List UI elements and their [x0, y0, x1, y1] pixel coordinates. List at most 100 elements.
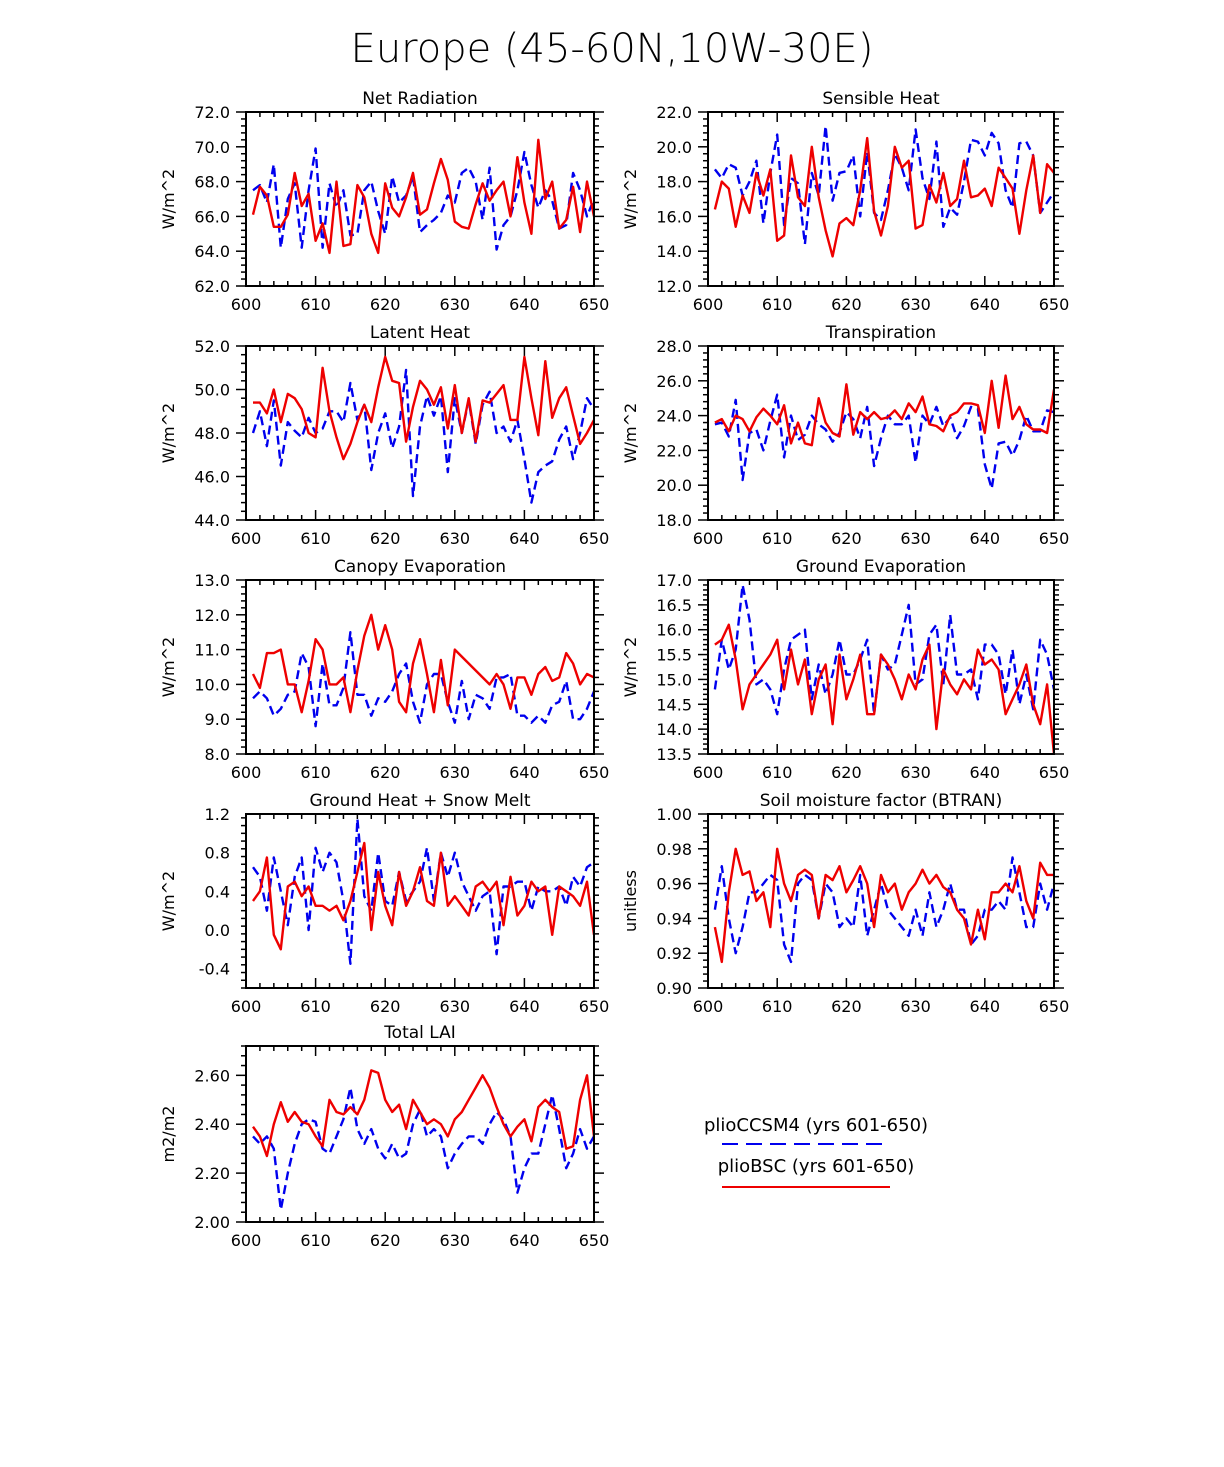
panel-ground-evaporation: Ground Evaporation W/m^2 600 610 620 630 640 65… — [621, 557, 1069, 782]
y-tick-label: 0.4 — [205, 882, 230, 901]
y-tick-label: 2.00 — [194, 1213, 230, 1232]
y-tick-label: 14.0 — [656, 720, 692, 739]
y-tick-label: 26.0 — [656, 372, 692, 391]
y-tick-label: 16.0 — [656, 207, 692, 226]
series-line-pliobsc-canopy-evaporation — [251, 613, 594, 714]
y-tick-label: 18.0 — [656, 511, 692, 530]
y-axis-title-sensible-heat: W/m^2 — [621, 169, 640, 229]
x-tick-label: 620 — [831, 295, 862, 314]
x-tick-label: 650 — [1039, 997, 1070, 1016]
y-axis-title-soil-moisture-factor-btran: unitless — [621, 870, 640, 932]
x-tick-label: 600 — [231, 997, 262, 1016]
panel-ground-heat-snow-melt: Ground Heat + Snow Melt W/m^2 600 610 620 630… — [159, 791, 609, 1016]
x-tick-label: 650 — [1039, 529, 1070, 548]
x-tick-label: 650 — [579, 763, 610, 782]
y-tick-label: 9.0 — [205, 710, 230, 729]
plot-frame-soil-moisture-factor-btran — [707, 813, 1055, 989]
x-tick-label: 650 — [1039, 295, 1070, 314]
x-tick-label: 600 — [231, 295, 262, 314]
y-tick-label: 52.0 — [194, 337, 230, 356]
y-tick-label: 15.0 — [656, 670, 692, 689]
y-tick-label: 72.0 — [194, 103, 230, 122]
y-tick-label: 50.0 — [194, 381, 230, 400]
y-tick-label: 2.40 — [194, 1115, 230, 1134]
y-tick-label: 13.5 — [656, 745, 692, 764]
y-tick-label: -0.4 — [199, 960, 230, 979]
x-tick-label: 640 — [970, 529, 1001, 548]
x-tick-label: 640 — [509, 997, 540, 1016]
x-tick-label: 630 — [440, 763, 471, 782]
panel-title-ground-heat-snow-melt: Ground Heat + Snow Melt — [309, 791, 530, 811]
panel-total-lai: Total LAI m2/m2 600 610 620 630 640 650 2.00 2.20… — [159, 1023, 609, 1250]
y-tick-label: 0.94 — [656, 909, 692, 928]
y-tick-label: 12.0 — [656, 277, 692, 296]
x-tick-label: 600 — [693, 529, 724, 548]
y-axis-title-latent-heat: W/m^2 — [159, 403, 178, 463]
y-tick-label: 14.5 — [656, 695, 692, 714]
series-line-plioccsm4-transpiration — [714, 393, 1054, 490]
x-tick-label: 630 — [440, 1231, 471, 1250]
x-tick-label: 640 — [509, 1231, 540, 1250]
y-tick-label: 70.0 — [194, 138, 230, 157]
panel-title-latent-heat: Latent Heat — [370, 323, 471, 343]
y-tick-label: 14.0 — [656, 242, 692, 261]
y-tick-label: 64.0 — [194, 242, 230, 261]
x-tick-label: 610 — [762, 529, 793, 548]
y-tick-label: 8.0 — [205, 745, 230, 764]
y-axis-title-ground-heat-snow-melt: W/m^2 — [159, 871, 178, 931]
x-tick-label: 620 — [370, 529, 401, 548]
plot-frame-canopy-evaporation — [245, 579, 595, 755]
x-tick-label: 640 — [509, 529, 540, 548]
x-tick-label: 630 — [900, 763, 931, 782]
y-tick-label: 22.0 — [656, 441, 692, 460]
plot-frame-ground-evaporation — [707, 579, 1055, 755]
y-axis-title-total-lai: m2/m2 — [159, 1106, 178, 1163]
plot-frame-ground-heat-snow-melt — [245, 813, 595, 989]
x-tick-label: 650 — [579, 295, 610, 314]
x-tick-label: 620 — [831, 763, 862, 782]
x-tick-label: 630 — [900, 295, 931, 314]
x-tick-label: 610 — [762, 997, 793, 1016]
panel-title-total-lai: Total LAI — [383, 1023, 456, 1043]
y-tick-label: 13.0 — [194, 571, 230, 590]
y-tick-label: 46.0 — [194, 468, 230, 487]
y-tick-label: 0.92 — [656, 944, 692, 963]
panel-title-canopy-evaporation: Canopy Evaporation — [334, 557, 506, 577]
series-line-pliobsc-ground-evaporation — [714, 623, 1054, 754]
panel-title-net-radiation: Net Radiation — [362, 89, 478, 109]
y-tick-label: 68.0 — [194, 173, 230, 192]
y-tick-label: 66.0 — [194, 207, 230, 226]
figure-title: Europe (45-60N,10W-30E) — [351, 26, 874, 72]
x-tick-label: 650 — [579, 529, 610, 548]
x-tick-label: 620 — [831, 529, 862, 548]
x-tick-label: 600 — [231, 1231, 262, 1250]
x-tick-label: 620 — [370, 1231, 401, 1250]
y-tick-label: 44.0 — [194, 511, 230, 530]
y-tick-label: 22.0 — [656, 103, 692, 122]
y-tick-label: 24.0 — [656, 407, 692, 426]
x-tick-label: 630 — [440, 529, 471, 548]
x-tick-label: 620 — [370, 763, 401, 782]
y-axis-title-canopy-evaporation: W/m^2 — [159, 637, 178, 697]
panel-sensible-heat: Sensible Heat W/m^2 600 610 620 630 640 650 12.0… — [621, 89, 1069, 314]
y-tick-label: 11.0 — [194, 641, 230, 660]
y-tick-label: 0.96 — [656, 875, 692, 894]
panel-soil-moisture-factor-btran: Soil moisture factor (BTRAN) unitless 600 6… — [621, 791, 1069, 1016]
x-tick-label: 640 — [509, 295, 540, 314]
x-tick-label: 650 — [579, 997, 610, 1016]
x-tick-label: 620 — [831, 997, 862, 1016]
x-tick-label: 610 — [762, 295, 793, 314]
x-tick-label: 640 — [970, 997, 1001, 1016]
y-axis-title-net-radiation: W/m^2 — [159, 169, 178, 229]
y-tick-label: 15.5 — [656, 646, 692, 665]
x-tick-label: 630 — [440, 295, 471, 314]
x-tick-label: 640 — [970, 295, 1001, 314]
y-tick-label: 0.0 — [205, 921, 230, 940]
series-line-plioccsm4-soil-moisture-factor-btran — [713, 856, 1054, 964]
panel-canopy-evaporation: Canopy Evaporation W/m^2 600 610 620 630 640 65… — [159, 557, 609, 782]
y-tick-label: 0.8 — [205, 844, 230, 863]
x-tick-label: 600 — [693, 763, 724, 782]
y-tick-label: 28.0 — [656, 337, 692, 356]
x-tick-label: 610 — [300, 997, 331, 1016]
x-tick-label: 640 — [509, 763, 540, 782]
